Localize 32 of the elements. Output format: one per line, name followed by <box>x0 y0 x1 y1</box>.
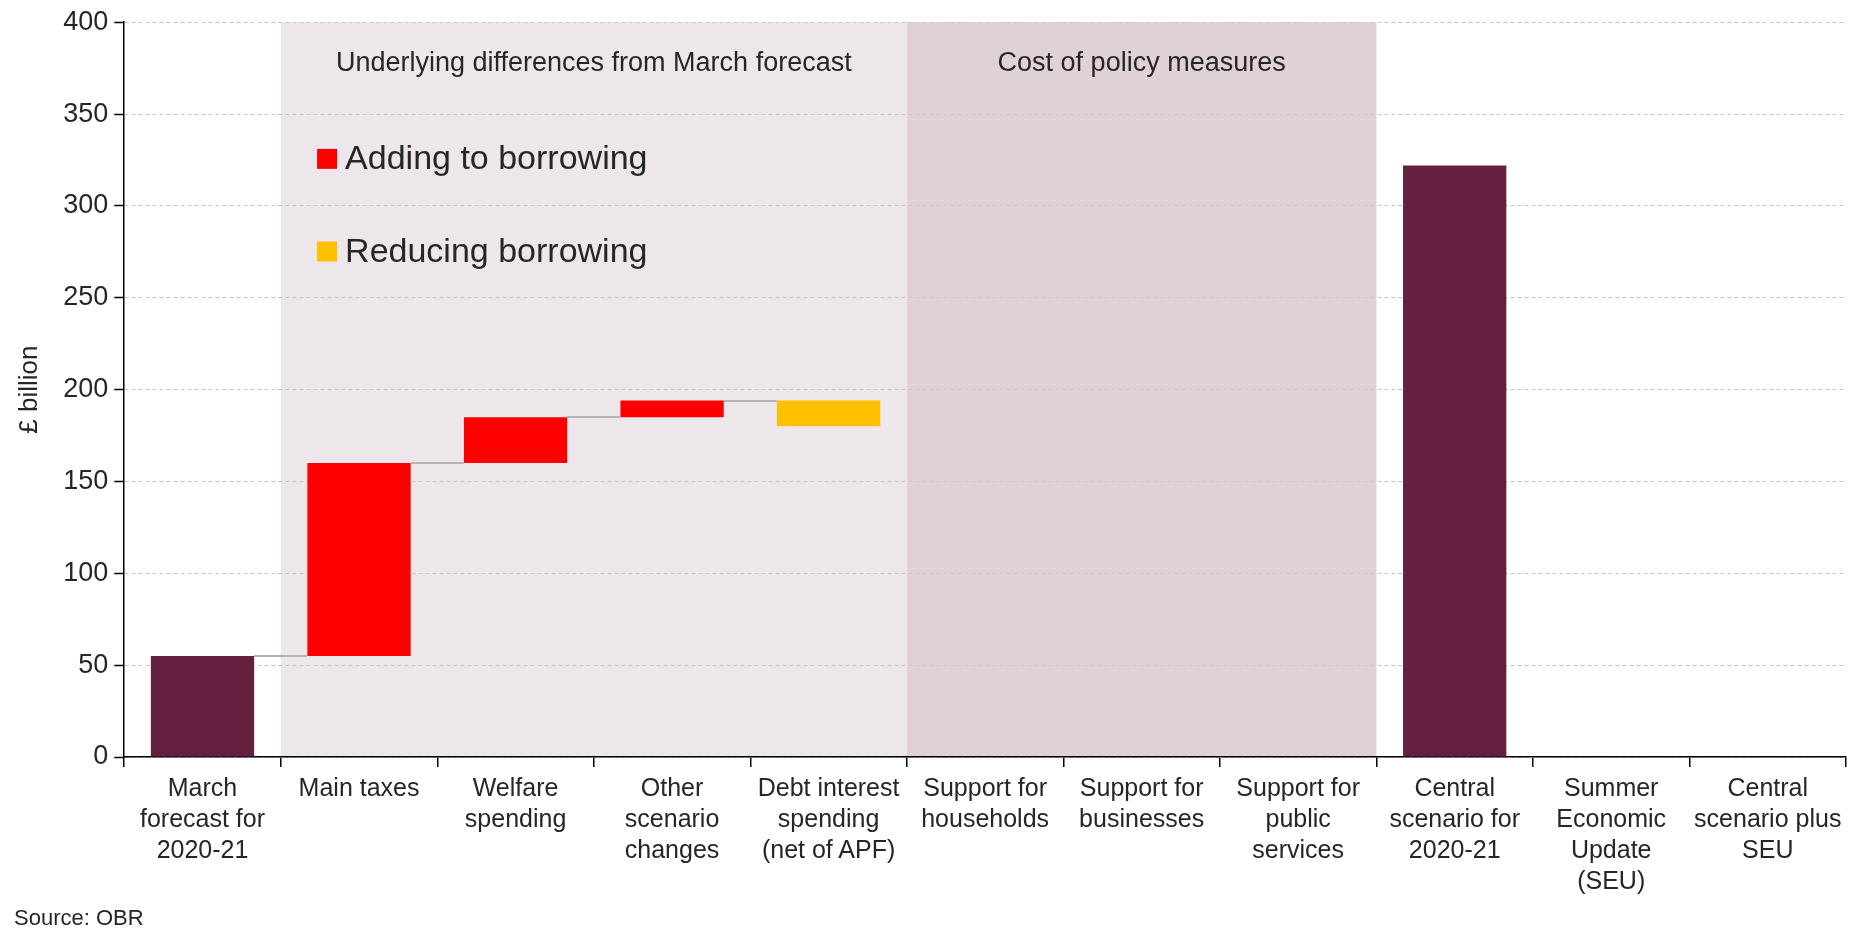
x-tick-label: Central scenario plus SEU <box>1694 772 1842 864</box>
x-tick-label: Debt interest spending (net of APF) <box>757 772 900 864</box>
y-tick-label: 400 <box>63 5 109 36</box>
bar <box>463 417 568 464</box>
x-tick-label: Support for public services <box>1236 772 1361 864</box>
y-axis-title: £ billion <box>12 345 43 434</box>
legend-label: Reducing borrowing <box>345 230 648 269</box>
x-tick-label: Support for businesses <box>1079 772 1205 832</box>
y-tick-label: 350 <box>63 97 109 128</box>
bar <box>150 655 255 757</box>
y-tick-label: 100 <box>63 556 109 587</box>
x-tick-label: Welfare spending <box>464 772 567 832</box>
x-tick-label: Summer Economic Update (SEU) <box>1556 772 1667 895</box>
y-tick-label: 200 <box>63 373 109 404</box>
x-tick-label: Main taxes <box>298 772 420 801</box>
y-tick-label: 0 <box>93 740 109 771</box>
bar <box>776 400 881 427</box>
legend-label: Adding to borrowing <box>345 138 648 177</box>
x-tick-label: Other scenario changes <box>624 772 720 864</box>
band-label: Underlying differences from March forecast <box>335 46 853 77</box>
source-note: Source: OBR <box>14 905 144 931</box>
x-tick-label: Support for households <box>921 772 1050 832</box>
band-label: Cost of policy measures <box>997 46 1286 77</box>
x-tick-label: March forecast for 2020-21 <box>139 772 266 864</box>
bar <box>1403 165 1507 757</box>
y-tick-label: 300 <box>63 189 109 220</box>
y-tick-label: 250 <box>63 281 109 312</box>
x-tick-label: Central scenario for 2020-21 <box>1389 772 1521 864</box>
bar <box>307 463 411 656</box>
y-tick-label: 150 <box>63 464 109 495</box>
y-tick-label: 50 <box>78 648 109 679</box>
bar <box>620 400 724 418</box>
